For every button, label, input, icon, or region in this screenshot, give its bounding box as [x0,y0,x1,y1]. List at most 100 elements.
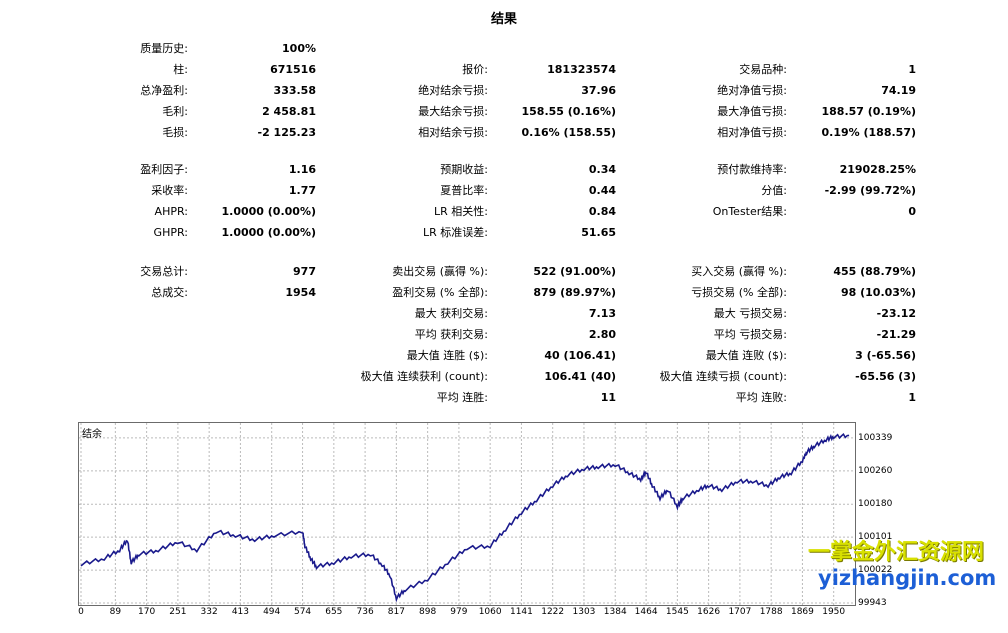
y-tick-label: 100180 [858,499,893,510]
col1-value: 1.0000 (0.00%) [221,226,317,239]
col3-label: 交易品种: [739,63,787,76]
x-tick-label: 170 [138,607,156,617]
col3-label: 最大值 连败 ($): [705,349,787,362]
col3-label: 买入交易 (赢得 %): [691,265,787,278]
col2-label: 报价: [462,63,488,76]
balance-series-line [80,432,850,603]
x-tick-label: 574 [293,607,312,617]
y-tick-label: 100022 [858,565,893,576]
col1-label: 交易总计: [140,265,188,278]
col2-label: 预期收益: [440,163,488,176]
col2-value: 158.55 (0.16%) [521,105,617,118]
col3-label: 平均 连败: [735,391,787,404]
col1-label: AHPR: [154,205,188,218]
col3-value: 1 [908,63,916,76]
col2-label: 绝对结余亏损: [418,84,488,97]
x-tick-label: 817 [387,607,405,617]
col3-value: 0 [908,205,916,218]
x-tick-label: 898 [419,607,437,617]
col1-value: 977 [293,265,316,278]
col3-value: 188.57 (0.19%) [821,105,917,118]
col2-value: 51.65 [581,226,616,239]
col1-value: 1954 [285,286,316,299]
col2-value: 7.13 [588,307,616,320]
x-tick-label: 332 [200,607,218,617]
col3-value: -65.56 (3) [855,370,916,383]
col1-value: 1.0000 (0.00%) [221,205,317,218]
col3-label: 最大 亏损交易: [713,307,787,320]
col2-label: 卖出交易 (赢得 %): [392,265,488,278]
col2-value: 0.34 [588,163,616,176]
col3-value: -2.99 (99.72%) [824,184,916,197]
col1-label: 柱: [173,63,188,76]
col3-label: 预付款维持率: [717,163,787,176]
col2-label: 最大结余亏损: [418,105,488,118]
chart-title: 结余 [82,429,102,440]
col3-label: 极大值 连续亏损 (count): [659,370,787,383]
col2-value: 2.80 [588,328,616,341]
col2-value: 0.16% (158.55) [521,126,617,139]
col3-label: 绝对净值亏损: [717,84,787,97]
report-title: 结果 [490,12,517,27]
x-tick-label: 1626 [697,607,721,617]
col3-value: 98 (10.03%) [840,286,916,299]
balance-chart-svg [79,423,855,605]
col3-label: 分值: [761,184,787,197]
col1-label: 毛损: [162,126,188,139]
x-tick-label: 1303 [572,607,596,617]
col1-value: 100% [282,42,316,55]
col2-value: 522 (91.00%) [533,265,616,278]
col3-value: 1 [908,391,916,404]
col3-label: 相对净值亏损: [717,126,787,139]
col3-value: 455 (88.79%) [833,265,916,278]
x-tick-label: 1464 [634,607,658,617]
col1-label: 采收率: [151,184,188,197]
balance-chart [78,422,856,606]
col3-label: 亏损交易 (% 全部): [691,286,787,299]
col2-value: 181323574 [547,63,616,76]
x-tick-label: 1222 [541,607,565,617]
x-tick-label: 89 [109,607,122,617]
x-tick-label: 0 [78,607,84,617]
x-tick-label: 1788 [759,607,783,617]
x-tick-label: 251 [169,607,187,617]
col1-label: 总净盈利: [140,84,188,97]
col1-value: 1.77 [288,184,316,197]
col2-label: LR 标准误差: [423,226,488,239]
col1-value: 1.16 [288,163,316,176]
x-tick-label: 1545 [665,607,689,617]
col3-value: -23.12 [876,307,916,320]
x-tick-label: 1707 [728,607,752,617]
x-tick-label: 736 [356,607,374,617]
col1-value: 333.58 [273,84,316,97]
col2-value: 0.44 [588,184,616,197]
col2-label: 最大值 连胜 ($): [406,349,488,362]
col3-label: 最大净值亏损: [717,105,787,118]
col3-value: 3 (-65.56) [855,349,916,362]
x-tick-label: 413 [231,607,249,617]
col1-label: 盈利因子: [140,163,188,176]
col1-label: 质量历史: [140,42,188,55]
x-tick-label: 494 [263,607,281,617]
col3-value: 219028.25% [839,163,916,176]
col2-value: 0.84 [588,205,616,218]
col2-value: 106.41 (40) [544,370,616,383]
col2-label: 盈利交易 (% 全部): [392,286,488,299]
x-tick-label: 1950 [822,607,846,617]
y-tick-label: 100101 [858,532,893,543]
y-tick-label: 99943 [858,598,887,608]
col2-label: 极大值 连续获利 (count): [360,370,488,383]
col2-value: 879 (89.97%) [533,286,616,299]
col1-value: -2 125.23 [257,126,317,139]
col3-label: OnTester结果: [712,205,787,218]
col2-label: 平均 连胜: [436,391,488,404]
col2-value: 37.96 [581,84,616,97]
x-tick-label: 979 [450,607,468,617]
col2-label: 最大 获利交易: [414,307,488,320]
col1-value: 2 458.81 [262,105,316,118]
watermark-site-url: yizhangjin.com [818,566,997,590]
x-tick-label: 1060 [478,607,502,617]
x-tick-label: 1384 [603,607,627,617]
col3-value: 0.19% (188.57) [821,126,917,139]
col2-value: 40 (106.41) [544,349,616,362]
